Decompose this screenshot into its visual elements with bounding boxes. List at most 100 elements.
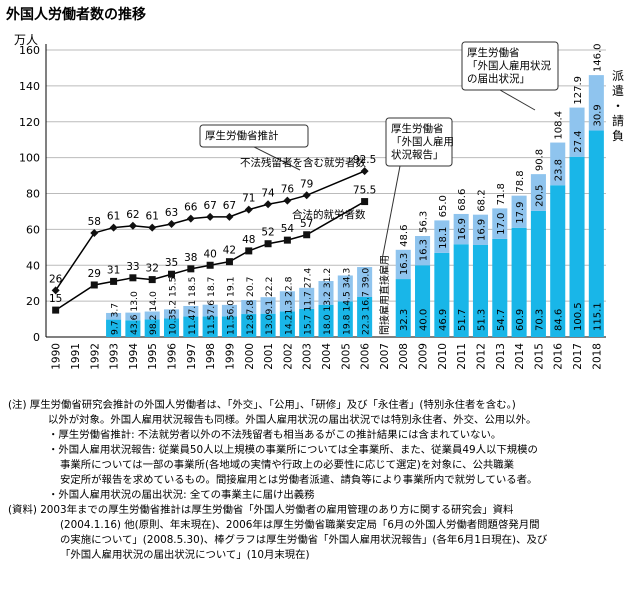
line-series bbox=[51, 167, 369, 314]
bar-indirect bbox=[279, 291, 295, 312]
bar-direct-label: 46.9 bbox=[438, 309, 449, 331]
x-tick-label: 2018 bbox=[591, 343, 603, 370]
line-label: 52 bbox=[261, 227, 274, 239]
bar-direct-label: 60.9 bbox=[515, 309, 526, 331]
bar-direct-label: 84.6 bbox=[554, 309, 565, 331]
x-tick-label: 1999 bbox=[224, 343, 236, 370]
bar-indirect bbox=[357, 267, 373, 297]
callout-report-text: 「外国人雇用 bbox=[391, 135, 454, 148]
bar-indirect bbox=[511, 195, 527, 228]
bar-indirect bbox=[144, 311, 160, 320]
bar-indirect-label: 16.9 bbox=[476, 219, 487, 241]
bar-indirect bbox=[221, 304, 237, 317]
bar-inline-label: 13.09.1 22.2 bbox=[264, 277, 275, 335]
x-tick-label: 2008 bbox=[398, 343, 410, 370]
bar-inline-label: 19.8 14.5 34.3 bbox=[341, 268, 352, 335]
unit-label: 万人 bbox=[14, 33, 38, 47]
line-point bbox=[110, 277, 118, 285]
x-tick-label: 1997 bbox=[186, 343, 198, 370]
bar-direct bbox=[550, 185, 566, 337]
y-tick-label: 140 bbox=[19, 80, 40, 93]
bar-direct-label: 100.5 bbox=[573, 302, 584, 331]
line-label: 48 bbox=[242, 234, 255, 246]
bar-indirect-label: 17.9 bbox=[515, 201, 526, 223]
line-label: 15 bbox=[49, 293, 62, 305]
bar-direct bbox=[434, 252, 450, 337]
x-tick-label: 2004 bbox=[321, 343, 333, 370]
label-dispatch: 派 bbox=[612, 69, 624, 83]
x-tick-label: 2001 bbox=[263, 343, 275, 370]
line-label: 61 bbox=[107, 211, 120, 223]
bar-total-label: 68.2 bbox=[476, 189, 487, 211]
label-dispatch: 負 bbox=[612, 129, 624, 143]
line-point bbox=[109, 223, 118, 232]
note-line: ・厚生労働省推計: 不法就労者以外の不法残留者も相当あるがこの推計結果には含まれ… bbox=[48, 429, 502, 441]
line-label: 66 bbox=[184, 202, 198, 214]
line-point bbox=[264, 200, 273, 209]
bar-indirect-label: 23.8 bbox=[554, 159, 565, 181]
line-point bbox=[148, 223, 157, 232]
bar-total-label: 65.0 bbox=[438, 195, 449, 217]
callout-report-text: 厚生労働省 bbox=[391, 122, 444, 135]
line-point bbox=[244, 205, 253, 214]
x-tick-label: 2017 bbox=[572, 343, 584, 370]
bar-total-label: 71.8 bbox=[496, 183, 507, 205]
x-tick-label: 2005 bbox=[340, 343, 352, 370]
y-tick-label: 20 bbox=[26, 295, 40, 308]
bar-indirect bbox=[569, 107, 585, 157]
bar-total-label: 68.6 bbox=[457, 189, 468, 211]
line-label: 79 bbox=[300, 178, 313, 190]
bar-indirect bbox=[588, 75, 604, 131]
bar-indirect bbox=[453, 213, 469, 245]
x-tick-label: 2016 bbox=[553, 343, 565, 370]
note-line: の実施について」(2008.5.30)、棒グラフは厚生労働省「外国人雇用状況報告… bbox=[60, 534, 548, 546]
line-point bbox=[128, 221, 137, 230]
line-point bbox=[283, 196, 292, 205]
bar-indirect bbox=[492, 208, 508, 239]
bar-direct bbox=[453, 244, 469, 337]
line-point bbox=[361, 198, 369, 206]
line-label: 71 bbox=[242, 193, 255, 205]
bar-direct bbox=[588, 130, 604, 337]
bar-total-label: 78.8 bbox=[515, 170, 526, 192]
line-label: 75.5 bbox=[353, 185, 376, 197]
x-tick-label: 2002 bbox=[282, 343, 294, 370]
bar-direct bbox=[221, 316, 237, 337]
bar-indirect bbox=[472, 214, 489, 245]
bar-indirect-label: 27.4 bbox=[573, 130, 584, 152]
x-tick-label: 2013 bbox=[495, 343, 507, 370]
x-tick-label: 2010 bbox=[437, 343, 449, 370]
bar-total-label: 56.3 bbox=[419, 211, 430, 233]
label-illegal: 不法残留者を含む就労者数 bbox=[240, 156, 366, 169]
bar-inline-label: 98.2 14.0 bbox=[148, 291, 159, 335]
bar-direct bbox=[318, 304, 334, 337]
line-point bbox=[303, 231, 311, 239]
bar-direct-label: 51.7 bbox=[457, 309, 468, 331]
line-label: 26 bbox=[49, 273, 63, 285]
bar-indirect bbox=[299, 287, 315, 309]
x-tick-label: 2015 bbox=[533, 343, 545, 370]
bar-series bbox=[106, 75, 604, 337]
callout-estimate: 厚生労働省推計 bbox=[199, 124, 309, 171]
bar-direct bbox=[106, 319, 122, 337]
bar-direct bbox=[241, 314, 257, 337]
x-tick-label: 1990 bbox=[51, 343, 63, 370]
x-tick-label: 2014 bbox=[514, 343, 526, 370]
bar-direct-label: 70.3 bbox=[534, 309, 545, 331]
callout-notice: 厚生労働省「外国人雇用状況の届出状況」 bbox=[461, 41, 559, 111]
line-point bbox=[225, 212, 234, 221]
bar-inline-label: 12.87.8 20.7 bbox=[245, 276, 256, 335]
bar-inline-label: 43.6 13.0 bbox=[129, 291, 140, 335]
bar-indirect bbox=[318, 281, 334, 305]
y-tick-label: 120 bbox=[19, 116, 40, 129]
y-tick-label: 80 bbox=[26, 188, 40, 201]
line-point bbox=[51, 286, 60, 295]
note-line: 事業所については一部の事業所(各地域の実情や行政上の必要性に応じて選定)を対象に… bbox=[60, 459, 515, 471]
line-point bbox=[90, 281, 98, 289]
bar-indirect-label: 30.9 bbox=[592, 104, 603, 126]
bar-direct-label: 51.3 bbox=[476, 309, 487, 331]
line-point bbox=[148, 276, 156, 284]
bar-inline-label: 11.56.0 19.1 bbox=[225, 277, 236, 335]
y-tick-label: 100 bbox=[19, 152, 40, 165]
line-point bbox=[283, 236, 291, 244]
